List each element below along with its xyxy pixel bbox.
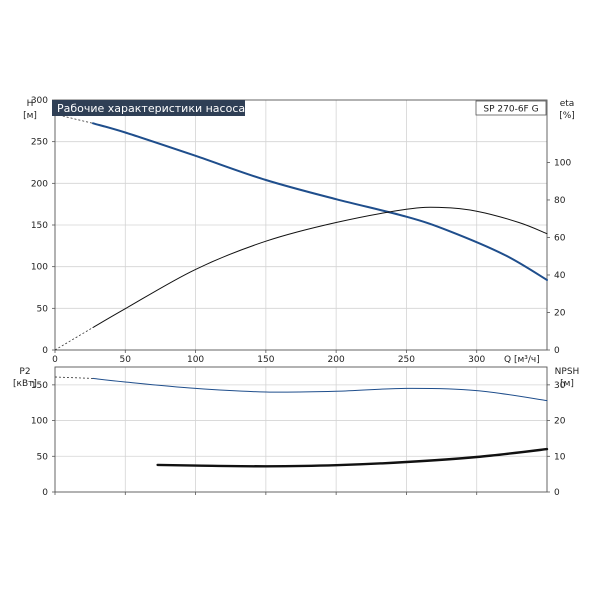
bottom-series-0-line xyxy=(92,377,548,402)
top-chart-grid xyxy=(55,100,547,350)
top-left-tick-label: 250 xyxy=(31,138,48,148)
top-chart-ticks: 0 50 100 150 200 250 300 0 50 100 150 200 250 300 0 20 4… xyxy=(31,96,572,365)
top-chart-series xyxy=(54,113,548,351)
top-left-axis-unit: [м] xyxy=(23,111,37,121)
x-tick-label: 100 xyxy=(187,355,204,365)
top-left-tick-label: 0 xyxy=(42,346,48,356)
top-series-0-line xyxy=(92,122,548,281)
top-right-tick-label: 80 xyxy=(554,196,566,206)
top-right-tick-label: 20 xyxy=(554,308,566,318)
bottom-right-tick-label: 0 xyxy=(554,488,560,498)
bottom-right-axis-label: NPSH xyxy=(555,367,580,377)
x-tick-label: 300 xyxy=(468,355,485,365)
chart-title: Рабочие характеристики насоса xyxy=(57,102,245,115)
x-tick-label: 0 xyxy=(52,355,58,365)
x-tick-label: 200 xyxy=(328,355,345,365)
bottom-chart-ticks: 0 50 100 150 0 10 20 30 xyxy=(31,381,566,498)
bottom-series-1-line xyxy=(156,447,549,468)
x-axis-label: Q [м³/ч] xyxy=(504,355,540,365)
top-left-tick-label: 50 xyxy=(37,304,49,314)
bottom-right-tick-label: 20 xyxy=(554,417,566,427)
bottom-series-0-extrapolation xyxy=(54,376,93,379)
top-series-1-extrapolation xyxy=(54,327,94,351)
x-tick-label: 150 xyxy=(257,355,274,365)
x-tick-label: 50 xyxy=(120,355,132,365)
chart-title-background xyxy=(52,100,245,116)
top-left-tick-label: 150 xyxy=(31,221,48,231)
bottom-chart-frame xyxy=(54,366,548,493)
bottom-left-tick-label: 0 xyxy=(42,488,48,498)
bottom-chart-series xyxy=(54,376,549,468)
top-right-axis-label: eta xyxy=(560,99,575,109)
bottom-right-axis-unit: [м] xyxy=(560,379,574,389)
top-left-tick-label: 200 xyxy=(31,179,48,189)
model-label-box xyxy=(475,100,547,116)
top-left-axis-label: H xyxy=(27,99,34,109)
bottom-left-axis-label: P2 xyxy=(19,367,30,377)
top-right-tick-label: 0 xyxy=(554,346,560,356)
top-right-tick-label: 60 xyxy=(554,233,566,243)
top-series-0-extrapolation xyxy=(54,113,94,124)
top-right-tick-label: 100 xyxy=(554,158,571,168)
x-tick-label: 250 xyxy=(398,355,415,365)
bottom-left-tick-label: 150 xyxy=(31,381,48,391)
bottom-right-tick-label: 30 xyxy=(554,381,566,391)
top-right-axis-unit: [%] xyxy=(559,111,575,121)
top-left-tick-label: 100 xyxy=(31,263,48,273)
top-series-1-line xyxy=(92,206,548,328)
bottom-chart-grid xyxy=(55,367,547,492)
top-left-tick-label: 300 xyxy=(31,96,48,106)
bottom-right-tick-label: 10 xyxy=(554,452,566,462)
bottom-left-tick-label: 100 xyxy=(31,417,48,427)
bottom-left-axis-unit: [кВт] xyxy=(13,379,37,389)
bottom-left-tick-label: 50 xyxy=(37,452,49,462)
model-label: SP 270-6F G xyxy=(483,105,538,115)
top-right-tick-label: 40 xyxy=(554,271,566,281)
